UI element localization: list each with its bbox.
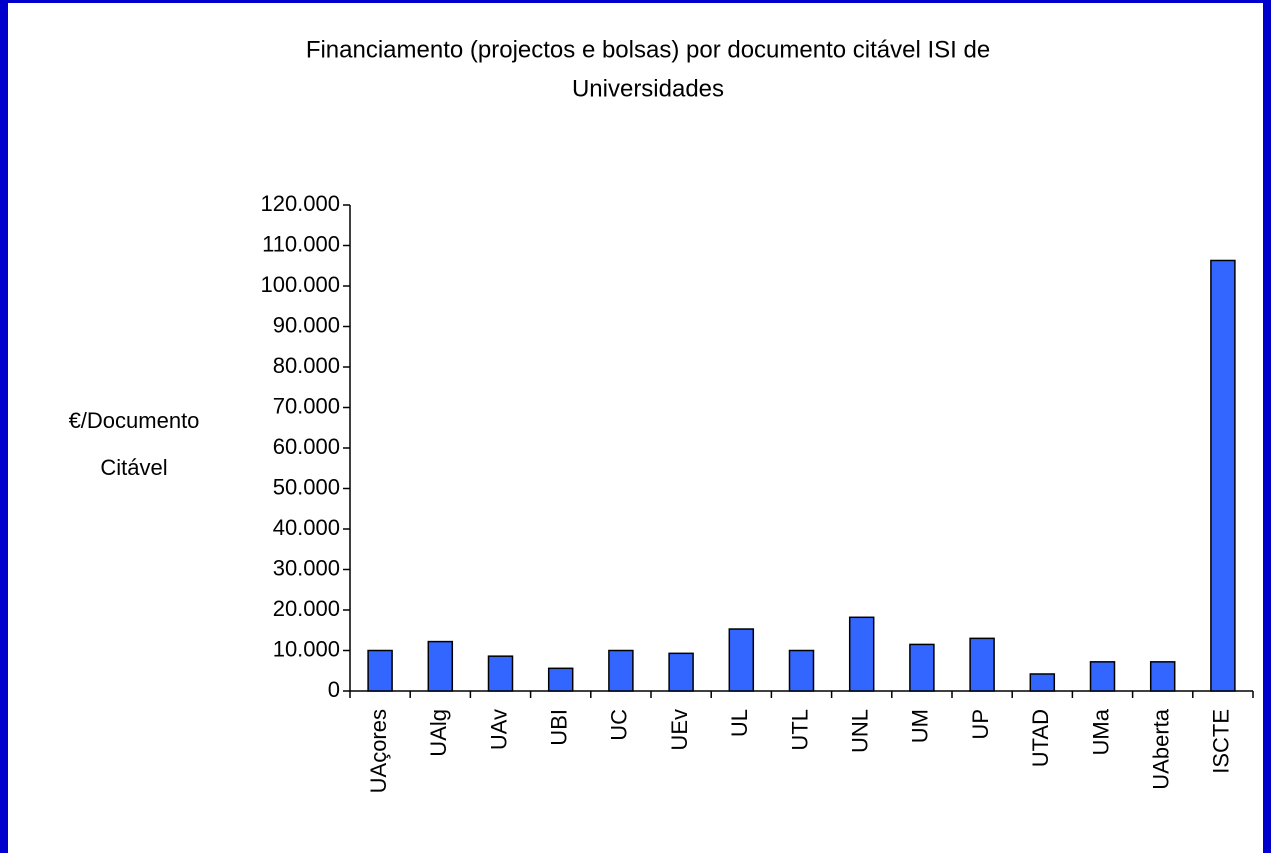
bar <box>1210 259 1236 692</box>
x-tick-label: UBI <box>547 709 572 746</box>
x-tick-label: UNL <box>848 709 873 753</box>
bar <box>427 640 454 692</box>
x-tick-label: UMa <box>1088 708 1113 755</box>
y-tick-label: 30.000 <box>273 555 340 580</box>
x-tick-label: UAçores <box>366 709 391 793</box>
bar <box>969 637 995 692</box>
y-axis-label: €/Documento <box>69 408 200 433</box>
y-tick-label: 0 <box>328 677 340 702</box>
frame-top <box>0 0 1271 3</box>
bar <box>728 628 755 692</box>
bar <box>1149 661 1176 692</box>
bar <box>848 616 875 692</box>
y-axis-label: Citável <box>100 455 167 480</box>
x-tick-label: UTL <box>787 709 812 751</box>
y-tick-label: 100.000 <box>260 272 340 297</box>
x-tick-label: UAlg <box>426 709 451 757</box>
y-tick-label: 50.000 <box>273 474 340 499</box>
bar <box>487 655 514 692</box>
x-tick-label: UP <box>968 709 993 740</box>
bar <box>788 649 815 692</box>
bar <box>1029 673 1056 692</box>
y-tick-label: 120.000 <box>260 191 340 216</box>
y-tick-label: 80.000 <box>273 353 340 378</box>
frame-left <box>0 0 8 853</box>
bar <box>608 649 634 692</box>
bar <box>547 667 574 692</box>
y-tick-label: 110.000 <box>262 231 340 256</box>
x-tick-label: UTAD <box>1028 709 1053 767</box>
x-tick-label: ISCTE <box>1209 709 1234 774</box>
x-tick-label: UEv <box>667 709 692 751</box>
x-tick-label: UAberta <box>1149 708 1174 789</box>
bar <box>909 643 935 692</box>
frame-right <box>1263 0 1271 853</box>
y-tick-label: 10.000 <box>273 636 340 661</box>
bar <box>668 652 694 692</box>
y-tick-label: 40.000 <box>273 515 340 540</box>
chart-title: Financiamento (projectos e bolsas) por d… <box>306 36 990 63</box>
bar <box>367 649 393 692</box>
x-tick-label: UM <box>908 709 933 743</box>
y-tick-label: 90.000 <box>273 312 340 337</box>
y-tick-label: 60.000 <box>273 434 340 459</box>
y-tick-label: 70.000 <box>273 393 340 418</box>
x-tick-label: UL <box>727 709 752 737</box>
x-tick-label: UAv <box>486 709 511 750</box>
chart-title: Universidades <box>572 75 724 102</box>
x-tick-label: UC <box>607 709 632 741</box>
y-tick-label: 20.000 <box>273 596 340 621</box>
bar <box>1089 661 1116 692</box>
